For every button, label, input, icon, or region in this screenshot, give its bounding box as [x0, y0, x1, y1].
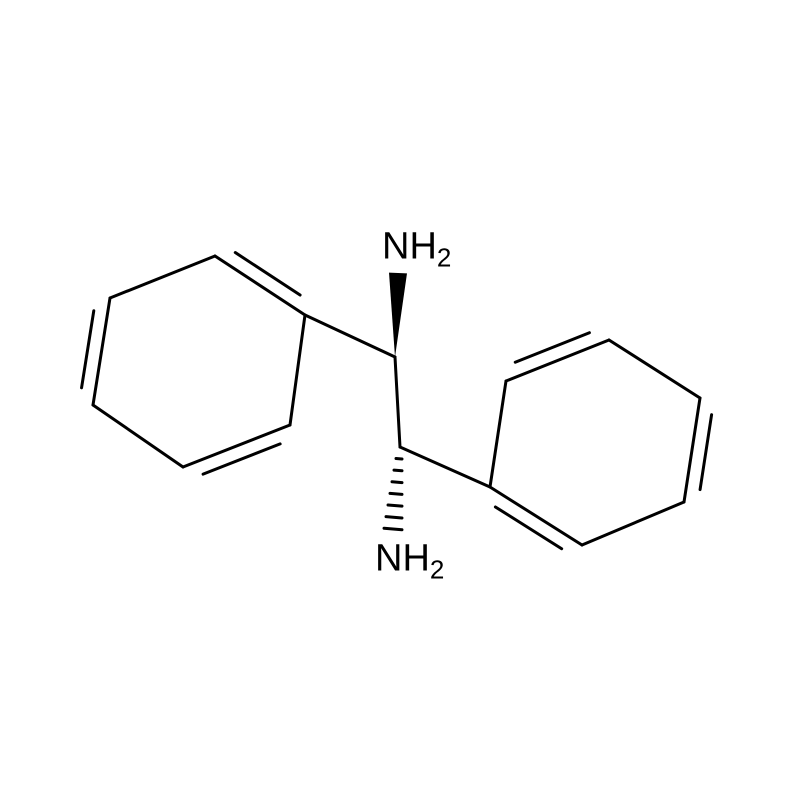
- svg-text:NH2: NH2: [375, 537, 444, 584]
- svg-text:NH2: NH2: [382, 225, 451, 272]
